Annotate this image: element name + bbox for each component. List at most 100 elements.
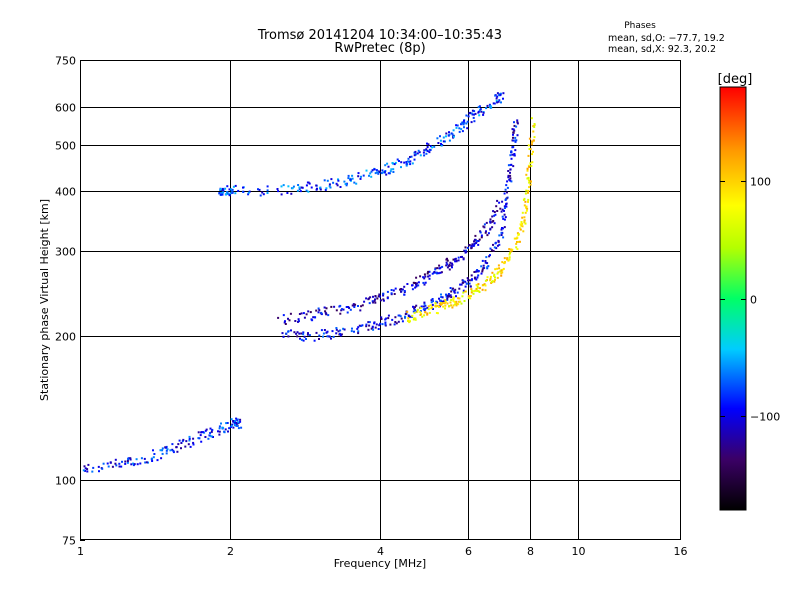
data-point [342,327,345,330]
data-point [199,434,202,437]
data-point [226,191,229,194]
data-point [339,332,341,335]
data-point [444,299,447,302]
data-point [506,257,509,260]
data-point [528,181,531,184]
data-point [418,151,421,154]
data-point [502,267,505,270]
data-point [407,157,410,160]
data-point [172,450,175,452]
data-point [449,287,452,289]
data-point [379,299,382,302]
data-point [487,232,490,235]
data-point [484,289,487,292]
data-point [372,328,375,331]
data-point [399,288,401,291]
data-point [218,425,221,428]
data-point [493,275,496,277]
data-point [424,275,427,278]
data-point [341,308,343,311]
data-point [417,281,420,284]
data-point [454,303,456,306]
data-point [510,163,513,166]
data-point [332,335,335,338]
phase-stats-o: mean, sd,O: −77.7, 19.2 [608,33,725,44]
data-point [340,309,343,312]
data-point [492,102,495,105]
data-point [91,470,94,473]
data-point [368,321,371,324]
data-point [440,293,442,296]
data-point [118,465,121,468]
data-point [497,93,500,96]
data-point [368,324,371,327]
data-point [513,121,515,124]
data-point [211,428,214,431]
data-point [485,221,488,224]
data-point [231,423,234,426]
data-point [374,172,377,175]
data-point [106,462,109,465]
data-point [452,298,455,301]
data-point [266,192,269,194]
data-point [518,227,521,230]
data-point [448,268,451,271]
data-point [458,297,461,300]
data-point [519,240,521,243]
data-point [450,290,453,293]
data-point [423,283,426,286]
y-tick-label: 400 [55,186,76,199]
data-point [477,283,480,286]
data-point [455,126,458,129]
data-point [302,339,305,342]
data-point [413,158,416,161]
data-point [129,457,132,460]
data-point [457,297,460,300]
data-point [426,306,429,309]
data-point [382,298,385,301]
data-point [405,163,408,166]
data-point [449,261,452,264]
data-point [353,304,356,307]
data-point [500,228,503,231]
data-point [323,329,326,331]
data-point [489,105,492,108]
data-point [510,180,513,183]
data-point [365,325,368,328]
data-point [126,460,129,462]
data-point [181,440,184,443]
data-point [400,290,402,293]
data-point [384,321,387,324]
colorbar-tick-label: 100 [750,176,771,189]
data-point [239,420,242,423]
data-point [323,179,326,182]
data-point [481,284,484,287]
data-point [411,284,413,287]
data-point [507,176,510,179]
data-point [458,300,461,303]
data-point [493,214,496,217]
data-point [217,430,219,433]
data-point [337,179,340,182]
data-point [462,123,465,126]
data-point [446,297,449,300]
data-point [287,335,290,338]
data-point [505,205,508,208]
data-point [533,123,536,125]
data-point [476,269,479,271]
data-point [457,303,460,306]
data-point [509,154,512,157]
data-point [521,216,524,219]
data-point [467,295,470,298]
data-point [501,200,504,203]
data-point [466,277,469,280]
data-point [458,130,461,133]
data-point [473,240,475,243]
data-point [413,307,416,310]
data-point [400,288,403,290]
data-point [139,462,142,465]
data-point [223,431,226,434]
data-point [434,268,437,271]
data-point [496,272,499,275]
data-point [513,153,516,155]
